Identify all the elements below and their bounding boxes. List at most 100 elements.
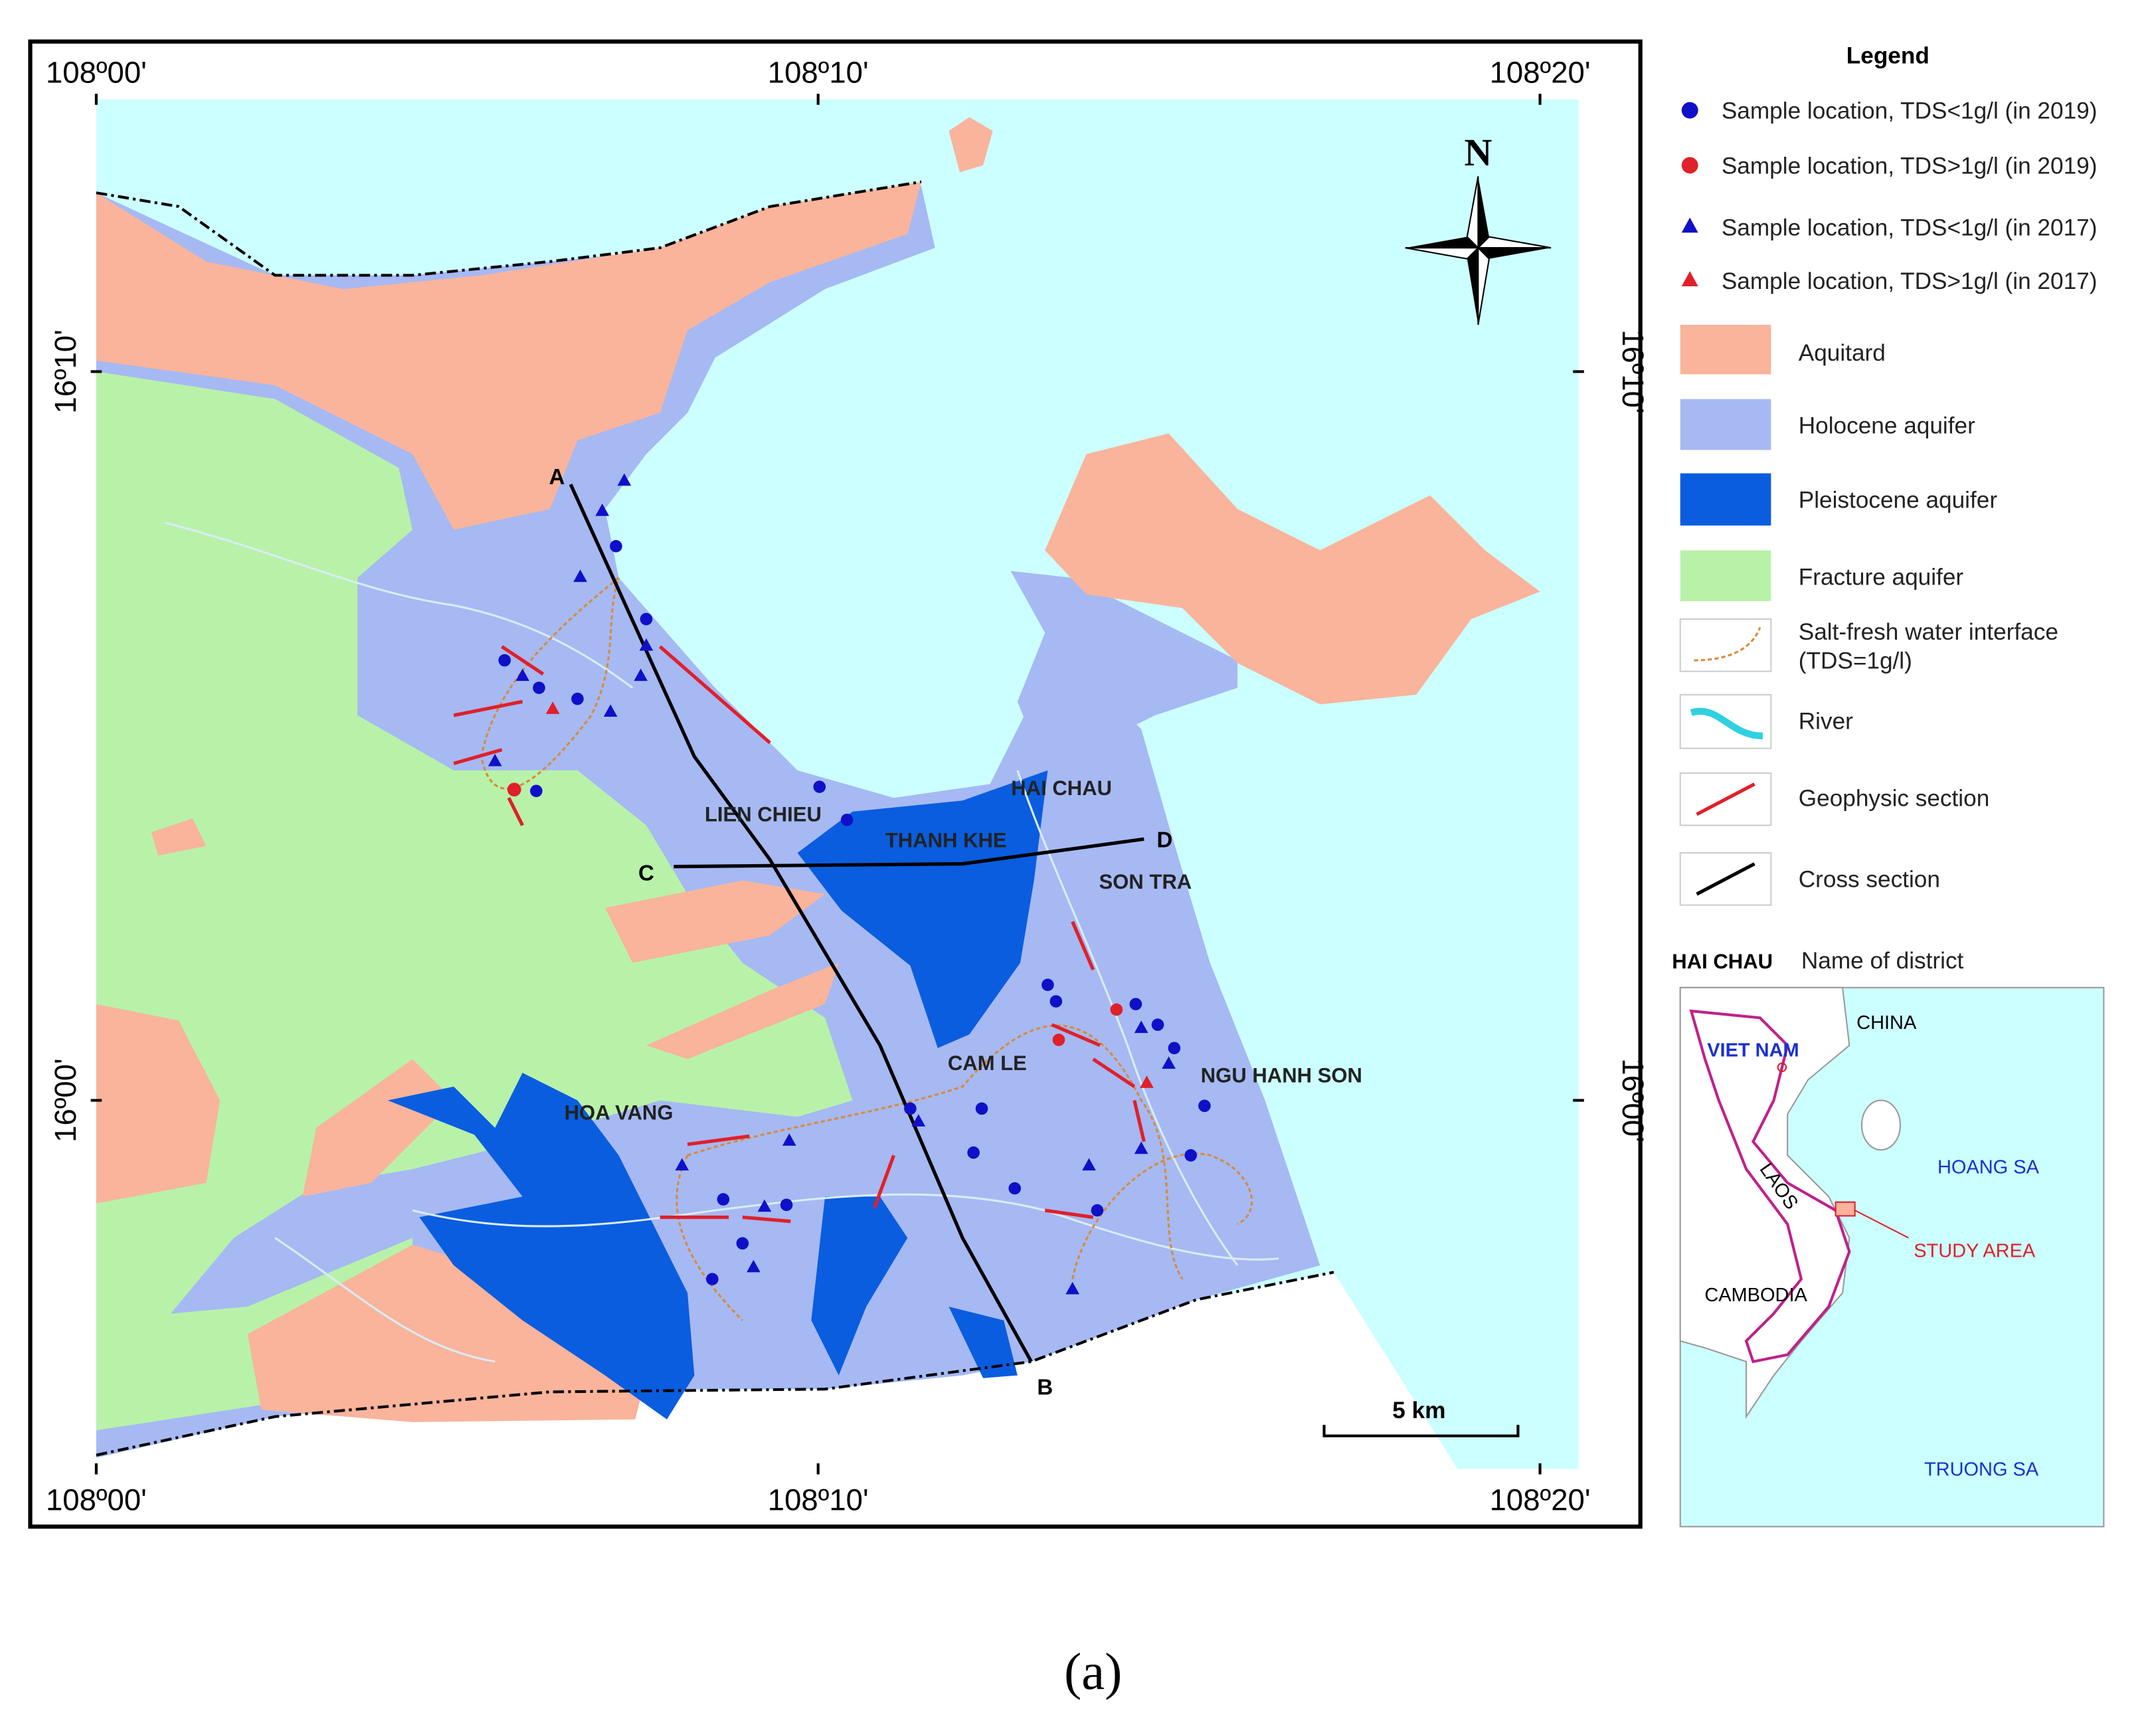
geophysic-sections-line (507, 796, 524, 826)
samples-2017-low-polygon (675, 1158, 689, 1171)
lat-label: 16º00' (1616, 1058, 1650, 1142)
lat-label: 16º10' (48, 329, 82, 414)
samples-2019-low-circle (780, 1198, 793, 1212)
samples-2019-low-circle (1151, 1018, 1164, 1032)
north-label: N (1464, 131, 1492, 174)
samples-2017-low-polygon (603, 704, 618, 717)
north-arrow-polygon (1405, 247, 1480, 260)
samples-2019-low-circle (498, 654, 511, 667)
legend-line (1696, 862, 1755, 896)
samples-2017-low-polygon (782, 1133, 796, 1146)
aquitard (604, 880, 826, 963)
geophysic-sections-line (873, 1154, 896, 1208)
legend-label: Sample location, TDS<1g/l (in 2019) (1722, 98, 2098, 124)
samples-2017-low-polygon (639, 638, 654, 651)
geophysic-sections-line (687, 1134, 750, 1146)
section-label: B (1037, 1376, 1053, 1400)
inset-label: TRUONG SA (1924, 1459, 2039, 1481)
samples-2019-high (507, 782, 1123, 1046)
legend-circle (1681, 102, 1698, 119)
samples-2017-low-polygon (573, 569, 587, 583)
samples-2017-low-polygon (634, 668, 648, 682)
scale-label: 5 km (1392, 1398, 1445, 1423)
geophysic-sections-line (658, 645, 771, 745)
lat-label: 16º10' (1616, 329, 1650, 414)
samples-2019-low-circle (1184, 1149, 1198, 1162)
coastline (96, 180, 922, 277)
pleistocene-aquifer (797, 770, 1048, 1048)
legend-label: Salt-fresh water interface (1799, 619, 2058, 645)
aquitard (96, 1004, 221, 1204)
legend-label: Sample location, TDS<1g/l (in 2017) (1722, 215, 2098, 240)
cross-sections-polyline (674, 837, 1144, 869)
holocene-aquifer (1010, 571, 1238, 771)
geophysic-sections-line (501, 645, 545, 676)
district-label: THANH KHE (885, 829, 1007, 852)
district-label: HAI CHAU (1011, 776, 1112, 800)
inset-map-ellipse (1860, 1099, 1901, 1151)
legend-label: Sample location, TDS>1g/l (in 2017) (1722, 268, 2098, 294)
district-labels: LIEN CHIEU THANH KHE HAI CHAU SON TRA CA… (565, 776, 1362, 1125)
samples-2017-high-polygon (545, 701, 560, 714)
fracture-aquifer (96, 371, 853, 1321)
rivers-path (1016, 770, 1239, 1266)
samples-2019-low-circle (1008, 1182, 1022, 1195)
samples-2019-low-circle (1041, 978, 1054, 991)
lon-label: 108º20' (1490, 1483, 1591, 1516)
tick-marks (90, 94, 1584, 1475)
aquitard (1045, 433, 1540, 705)
rivers-path (274, 1237, 495, 1363)
pleistocene-aquifer (811, 1196, 908, 1376)
legend-label: (TDS=1g/l) (1799, 648, 1912, 674)
salt-fresh-interface (480, 577, 1253, 1321)
inset-label: CAMBODIA (1704, 1285, 1807, 1306)
legend-label: Aquitard (1799, 340, 1886, 366)
legend-path (1694, 626, 1761, 662)
north-arrow-polygon (1476, 236, 1552, 249)
salt-fresh-interface-path (675, 1024, 1184, 1321)
aquitard (948, 117, 993, 173)
legend-district-example: HAI CHAU (1672, 950, 1773, 973)
samples-2019-low-circle (975, 1102, 988, 1115)
map-body (96, 99, 1579, 1469)
inset-label: VIET NAM (1707, 1040, 1799, 1061)
samples-2017-low-polygon (1082, 1158, 1096, 1171)
samples-2019-low-circle (717, 1193, 730, 1206)
legend-circle (1681, 157, 1698, 174)
geophysic-sections-line (742, 1215, 791, 1224)
district-label: SON TRA (1099, 870, 1192, 893)
samples-2017-high (545, 701, 1154, 1088)
samples-2019-high-circle (507, 782, 521, 797)
legend-label: River (1799, 709, 1853, 735)
district-label: HOA VANG (565, 1101, 674, 1125)
samples-2017-low-polygon (747, 1259, 761, 1273)
geophysic-sections-line (453, 699, 523, 717)
legend: Legend Sample location, TDS<1g/l (in 201… (1672, 43, 2097, 974)
samples-2017-low-polygon (911, 1114, 926, 1127)
scale-bar-polyline (1322, 1425, 1520, 1437)
inset-map-line (1854, 1210, 1909, 1239)
pleistocene-aquifer (948, 1307, 1018, 1378)
legend-rect (1680, 473, 1771, 526)
inset-label: HOANG SA (1937, 1156, 2040, 1178)
samples-2017-low-polygon (1134, 1020, 1148, 1034)
samples-2017-low-polygon (488, 753, 502, 767)
samples-2017-low-polygon (515, 668, 530, 682)
caption: (a) (1064, 1643, 1122, 1701)
rivers-path (412, 1193, 1279, 1261)
section-labels: A B C D (549, 465, 1172, 1400)
samples-2019-low-circle (904, 1102, 917, 1115)
samples-2017-low-polygon (1162, 1056, 1176, 1069)
legend-polygon (1681, 217, 1698, 233)
district-label: NGU HANH SON (1201, 1064, 1362, 1087)
cross-sections-polyline (569, 484, 1033, 1363)
scale-bar: 5 km (1322, 1398, 1520, 1437)
samples-2017-high-polygon (1140, 1075, 1154, 1088)
lon-label: 108º20' (1490, 56, 1591, 90)
samples-2019-low-circle (1198, 1099, 1211, 1113)
legend-rect (1680, 550, 1771, 602)
cross-sections (569, 484, 1144, 1363)
samples-2017-low-polygon (1065, 1281, 1080, 1295)
aquitard (151, 818, 207, 856)
north-arrow: N (1405, 131, 1552, 325)
